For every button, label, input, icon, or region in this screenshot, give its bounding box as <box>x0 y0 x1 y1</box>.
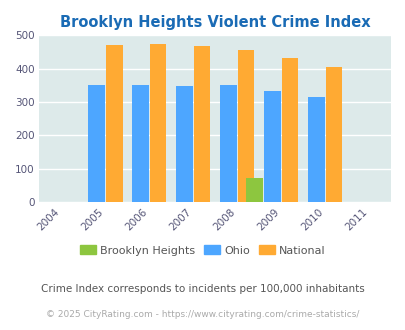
Bar <box>149 44 166 202</box>
Bar <box>237 50 254 202</box>
Bar <box>246 178 262 202</box>
Bar <box>176 86 192 202</box>
Bar <box>193 46 210 202</box>
Bar <box>307 97 324 202</box>
Bar <box>88 85 105 202</box>
Bar <box>281 58 298 202</box>
Bar <box>325 67 341 202</box>
Title: Brooklyn Heights Violent Crime Index: Brooklyn Heights Violent Crime Index <box>60 15 370 30</box>
Bar <box>106 45 122 202</box>
Bar <box>263 91 280 202</box>
Legend: Brooklyn Heights, Ohio, National: Brooklyn Heights, Ohio, National <box>76 241 329 260</box>
Text: Crime Index corresponds to incidents per 100,000 inhabitants: Crime Index corresponds to incidents per… <box>41 284 364 294</box>
Bar <box>220 85 236 202</box>
Text: © 2025 CityRating.com - https://www.cityrating.com/crime-statistics/: © 2025 CityRating.com - https://www.city… <box>46 311 359 319</box>
Bar <box>132 85 149 202</box>
